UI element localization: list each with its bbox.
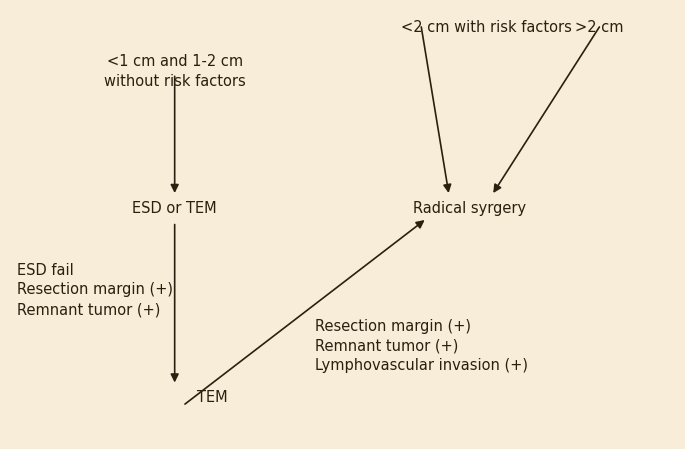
Text: Radical syrgery: Radical syrgery [412, 201, 526, 216]
Text: <1 cm and 1-2 cm
without risk factors: <1 cm and 1-2 cm without risk factors [104, 54, 245, 89]
Text: ESD fail
Resection margin (+)
Remnant tumor (+): ESD fail Resection margin (+) Remnant tu… [17, 263, 173, 317]
Text: <2 cm with risk factors: <2 cm with risk factors [401, 20, 571, 35]
Text: >2 cm: >2 cm [575, 20, 623, 35]
Text: ESD or TEM: ESD or TEM [132, 201, 217, 216]
Text: Resection margin (+)
Remnant tumor (+)
Lymphovascular invasion (+): Resection margin (+) Remnant tumor (+) L… [315, 319, 528, 374]
Text: TEM: TEM [197, 390, 227, 405]
